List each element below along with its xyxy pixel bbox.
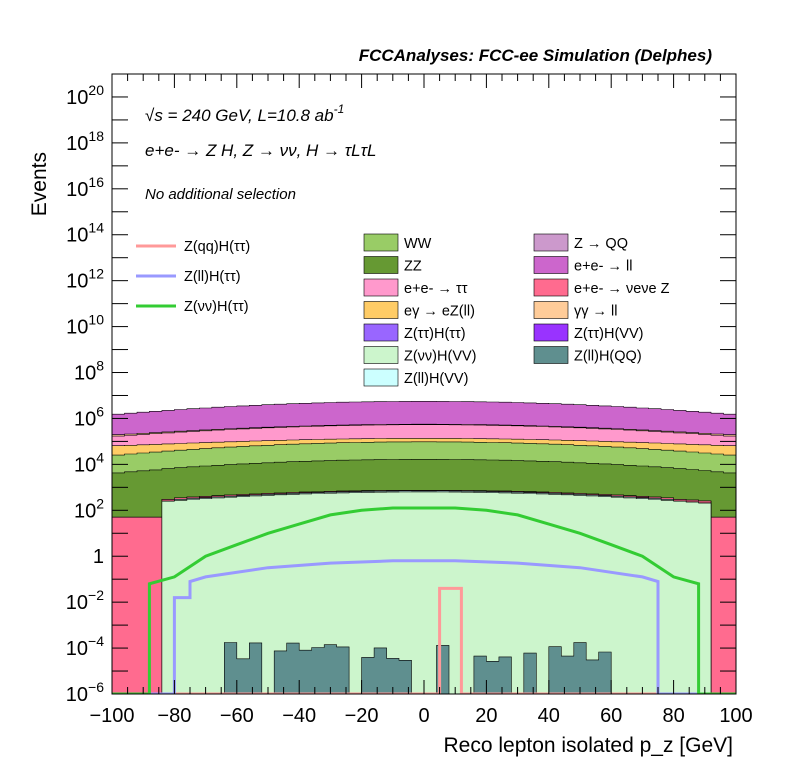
x-tick-label: −40 (282, 705, 316, 727)
legend-line-label: Z(ll)H(ττ) (184, 269, 241, 285)
x-tick-label: −60 (220, 705, 254, 727)
stack-layer-z-ll-h-qq- (112, 642, 736, 694)
process-annotation: e+e- → Z H, Z → νν, H → τLτL (145, 141, 376, 160)
y-tick-label: 102 (74, 495, 104, 522)
legend-fill-label: e+e- → νeνe Z (574, 281, 670, 297)
legend-fill-swatch (363, 278, 399, 297)
y-tick-label: 104 (74, 449, 104, 476)
legend: Z(qq)H(ττ) Z(ll)H(ττ) Z(νν)H(ττ) WW ZZ e+e- →… (136, 233, 670, 387)
legend-fill-swatch (363, 301, 399, 319)
legend-fill-label: Z → QQ (574, 236, 628, 252)
signal-lines (112, 506, 736, 694)
legend-fill-swatch (363, 323, 399, 342)
x-tick-label: 20 (475, 705, 497, 727)
y-axis-title: Events (28, 152, 51, 216)
y-tick-label: 1020 (66, 82, 104, 109)
x-tick-label: 60 (600, 705, 622, 727)
legend-fill-label: Z(ττ)H(VV) (574, 326, 643, 342)
y-tick-label: 1014 (66, 220, 104, 247)
legend-fill-label: WW (404, 236, 432, 252)
y-tick-label: 1016 (66, 174, 104, 201)
stacked-backgrounds (112, 401, 736, 694)
legend-fill-label: γγ → ll (574, 304, 618, 320)
y-axis: 10−6 10−4 10−2 1 102 104 106 108 1010 1012 1014 101… (66, 73, 736, 706)
legend-fill-swatch (533, 301, 569, 319)
legend-fill-swatch (363, 346, 399, 364)
signal-line-z-ll-h- (112, 559, 736, 694)
energy-annotation: √s = 240 GeV, L=10.8 ab-1 (145, 102, 344, 125)
selection-annotation: No additional selection (145, 186, 296, 203)
x-tick-label: −80 (157, 705, 191, 727)
legend-fill-swatch (363, 368, 399, 387)
legend-fill-swatch (533, 233, 569, 252)
x-axis-title: Reco lepton isolated p_z [GeV] (443, 734, 733, 757)
legend-fill-label: Z(ll)H(QQ) (574, 349, 642, 365)
y-tick-label: 10−2 (66, 587, 104, 614)
y-tick-label: 10−4 (66, 633, 104, 660)
legend-fill-swatch (363, 233, 399, 252)
plot-title: FCCAnalyses: FCC-ee Simulation (Delphes) (359, 46, 713, 65)
x-axis: −100 −80 −60 −40 −20 0 20 40 60 80 100 (89, 74, 753, 727)
legend-fill-swatch (363, 256, 399, 274)
legend-fill-swatch (533, 256, 569, 274)
x-tick-label: −20 (345, 705, 379, 727)
legend-fill-label: eγ → eZ(ll) (404, 304, 475, 320)
x-tick-label: 0 (418, 705, 429, 727)
y-tick-label: 1018 (66, 128, 104, 155)
legend-line-label: Z(qq)H(ττ) (184, 239, 250, 255)
signal-line-z-h- (112, 506, 736, 694)
legend-fill-label: e+e- → ll (574, 259, 632, 275)
x-tick-label: 100 (719, 705, 752, 727)
y-tick-label: 108 (74, 358, 104, 385)
x-tick-label: −100 (89, 705, 134, 727)
y-tick-label: 1010 (66, 312, 104, 339)
y-tick-label: 1012 (66, 266, 104, 293)
legend-fill-label: Z(ll)H(VV) (404, 371, 468, 387)
legend-fill-swatch (533, 278, 569, 297)
legend-fill-label: e+e- → ττ (404, 281, 468, 297)
y-tick-label: 106 (74, 403, 104, 430)
legend-fill-label: Z(νν)H(VV) (404, 349, 477, 365)
legend-fill-label: ZZ (404, 259, 422, 275)
x-tick-label: 80 (662, 705, 684, 727)
signal-line-z-qq-h- (112, 586, 736, 694)
legend-fill-swatch (533, 323, 569, 342)
x-tick-label: 40 (538, 705, 560, 727)
legend-fill-label: Z(ττ)H(ττ) (404, 326, 466, 342)
legend-fill-swatch (533, 346, 569, 364)
annotations: √s = 240 GeV, L=10.8 ab-1 e+e- → Z H, Z … (145, 102, 376, 203)
stack-layer-z-h-vv- (112, 491, 736, 694)
y-tick-label: 10−6 (66, 679, 104, 706)
legend-line-label: Z(νν)H(ττ) (184, 299, 249, 315)
y-tick-label: 1 (93, 546, 104, 568)
